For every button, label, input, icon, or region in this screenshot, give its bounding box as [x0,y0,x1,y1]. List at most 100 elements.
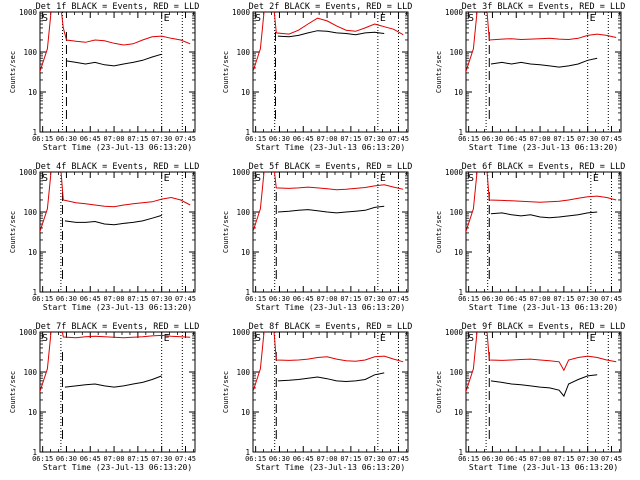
x-tick-label: 07:00 [530,295,551,303]
start-marker-label: S [468,13,474,24]
y-tick-label: 1 [245,128,250,137]
x-tick-label: 06:45 [506,455,527,463]
panel-title: Det 6f BLACK = Events, RED = LLD [462,162,626,172]
y-tick-label: 10 [454,408,464,417]
x-tick-label: 07:30 [364,455,385,463]
events-series-line [277,30,385,38]
lld-series-line [40,12,191,73]
x-tick-label: 06:45 [293,295,314,303]
x-tick-label: 06:30 [56,135,77,143]
y-tick-label: 1 [245,448,250,457]
lld-series-line [253,12,404,73]
x-tick-label: 06:15 [245,135,266,143]
x-axis-label: Start Time (23-Jul-13 06:13:20) [43,463,192,472]
y-tick-label: 100 [23,48,37,57]
panel-title: Det 4f BLACK = Events, RED = LLD [36,162,200,172]
x-tick-label: 06:45 [80,135,101,143]
y-tick-label: 10 [241,408,251,417]
x-tick-label: 07:15 [127,455,148,463]
x-tick-label: 07:30 [577,295,598,303]
x-tick-label: 06:15 [32,135,53,143]
events-series-line [277,205,385,214]
x-tick-label: 07:30 [364,295,385,303]
x-tick-label: 07:45 [175,455,196,463]
y-tick-label: 10 [28,88,38,97]
y-tick-label: 10 [241,88,251,97]
x-tick-label: 06:45 [293,135,314,143]
lld-series-line [40,332,191,393]
start-marker-label: S [42,333,48,344]
x-tick-label: 06:30 [482,135,503,143]
lld-series-line [253,332,404,393]
x-tick-label: 06:45 [506,295,527,303]
y-tick-label: 1 [32,128,37,137]
x-tick-label: 07:45 [601,135,622,143]
end-marker-label: E [590,13,596,24]
y-tick-label: 100 [236,208,250,217]
y-tick-label: 1000 [445,8,464,17]
x-tick-label: 07:00 [104,455,125,463]
y-tick-label: 1 [458,128,463,137]
start-marker-label: S [468,173,474,184]
x-tick-label: 07:00 [317,135,338,143]
y-tick-label: 1000 [19,168,38,177]
x-tick-label: 07:45 [601,295,622,303]
panel-title: Det 2f BLACK = Events, RED = LLD [249,2,413,12]
x-tick-label: 07:15 [127,135,148,143]
lld-series-line [253,172,404,233]
x-tick-label: 06:15 [32,295,53,303]
x-tick-label: 07:15 [340,295,361,303]
y-tick-label: 1000 [445,168,464,177]
start-marker-label: S [255,13,261,24]
lld-series-line [466,12,617,73]
x-tick-label: 07:30 [577,135,598,143]
y-axis-label: Counts/sec [222,371,230,413]
start-marker-label: S [255,173,261,184]
start-marker-label: S [468,333,474,344]
x-tick-label: 07:30 [577,455,598,463]
x-tick-label: 06:15 [458,455,479,463]
x-tick-label: 06:30 [269,295,290,303]
lld-series-line [466,332,617,393]
y-tick-label: 1000 [232,328,251,337]
y-axis-label: Counts/sec [435,371,443,413]
end-marker-label: E [380,333,386,344]
x-tick-label: 06:15 [245,295,266,303]
y-axis-label: Counts/sec [222,211,230,253]
y-tick-label: 10 [454,248,464,257]
x-tick-label: 06:15 [245,455,266,463]
x-tick-label: 06:45 [80,455,101,463]
panel-title: Det 1f BLACK = Events, RED = LLD [36,2,200,12]
start-marker-label: S [255,333,261,344]
x-tick-label: 06:30 [269,135,290,143]
x-tick-label: 06:30 [482,455,503,463]
y-tick-label: 10 [241,248,251,257]
panel-det-1: Det 1f BLACK = Events, RED = LLD 1 10 100 10… [9,2,200,152]
x-axis-label: Start Time (23-Jul-13 06:13:20) [43,143,192,152]
x-tick-label: 07:15 [553,135,574,143]
end-marker-label: E [593,173,599,184]
events-series-line [490,374,598,398]
y-axis-label: Counts/sec [222,51,230,93]
x-tick-label: 06:30 [269,455,290,463]
x-tick-label: 07:30 [151,295,172,303]
x-tick-label: 07:45 [175,135,196,143]
panel-title: Det 3f BLACK = Events, RED = LLD [462,2,626,12]
events-series-line [490,57,598,68]
panel-det-5: Det 5f BLACK = Events, RED = LLD 1 10 100 10… [222,162,412,312]
x-tick-label: 07:15 [340,455,361,463]
panel-det-9: Det 9f BLACK = Events, RED = LLD 1 10 100 10… [435,322,625,472]
end-marker-label: E [380,173,386,184]
panel-title: Det 7f BLACK = Events, RED = LLD [36,322,200,332]
y-axis-label: Counts/sec [435,51,443,93]
x-axis-label: Start Time (23-Jul-13 06:13:20) [256,463,405,472]
events-series-line [490,211,598,219]
x-tick-label: 07:30 [364,135,385,143]
y-axis-label: Counts/sec [9,371,17,413]
x-tick-label: 07:15 [340,135,361,143]
end-marker-label: E [164,13,170,24]
x-tick-label: 07:15 [553,455,574,463]
y-tick-label: 1 [458,448,463,457]
x-tick-label: 07:00 [104,295,125,303]
